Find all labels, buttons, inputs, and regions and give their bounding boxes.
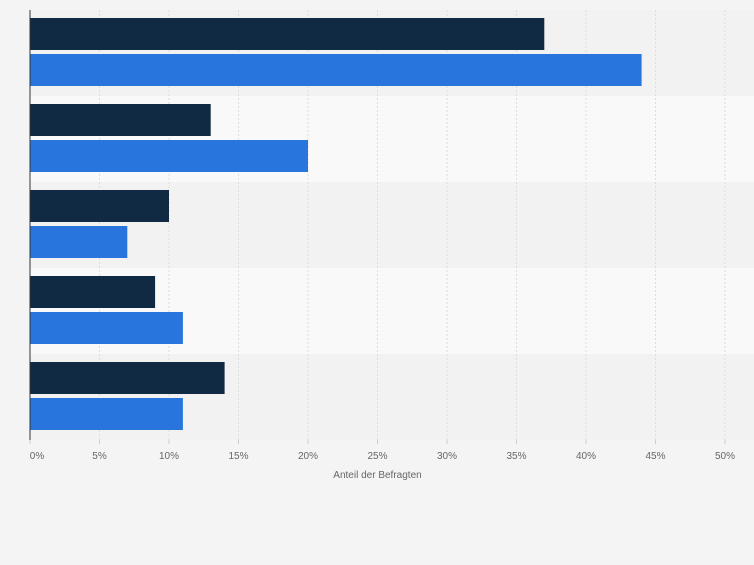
x-tick-label: 40% — [576, 451, 596, 462]
bar-series-2 — [30, 226, 128, 258]
x-axis-label: Anteil der Befragten — [333, 470, 421, 481]
bars — [30, 18, 642, 430]
x-tick-label: 0% — [30, 451, 45, 462]
bar-series-2 — [30, 140, 308, 172]
x-tick-label: 5% — [92, 451, 107, 462]
x-tick-label: 50% — [715, 451, 735, 462]
x-tick-label: 10% — [159, 451, 179, 462]
x-tick-label: 35% — [506, 451, 526, 462]
x-tick-label: 15% — [228, 451, 248, 462]
bar-series-1 — [30, 362, 225, 394]
bar-series-1 — [30, 276, 156, 308]
x-tick-label: 45% — [645, 451, 665, 462]
x-tick-label: 30% — [437, 451, 457, 462]
bar-series-2 — [30, 54, 642, 86]
bar-series-1 — [30, 190, 169, 222]
bar-series-1 — [30, 18, 545, 50]
bar-series-1 — [30, 104, 211, 136]
x-tick-label: 25% — [367, 451, 387, 462]
x-axis-ticks: 0% 5% 10% 15% 20% 25% 30% 35% 40% 45% 50% — [29, 440, 735, 462]
x-tick-label: 20% — [298, 451, 318, 462]
bar-series-2 — [30, 398, 183, 430]
bar-series-2 — [30, 312, 183, 344]
